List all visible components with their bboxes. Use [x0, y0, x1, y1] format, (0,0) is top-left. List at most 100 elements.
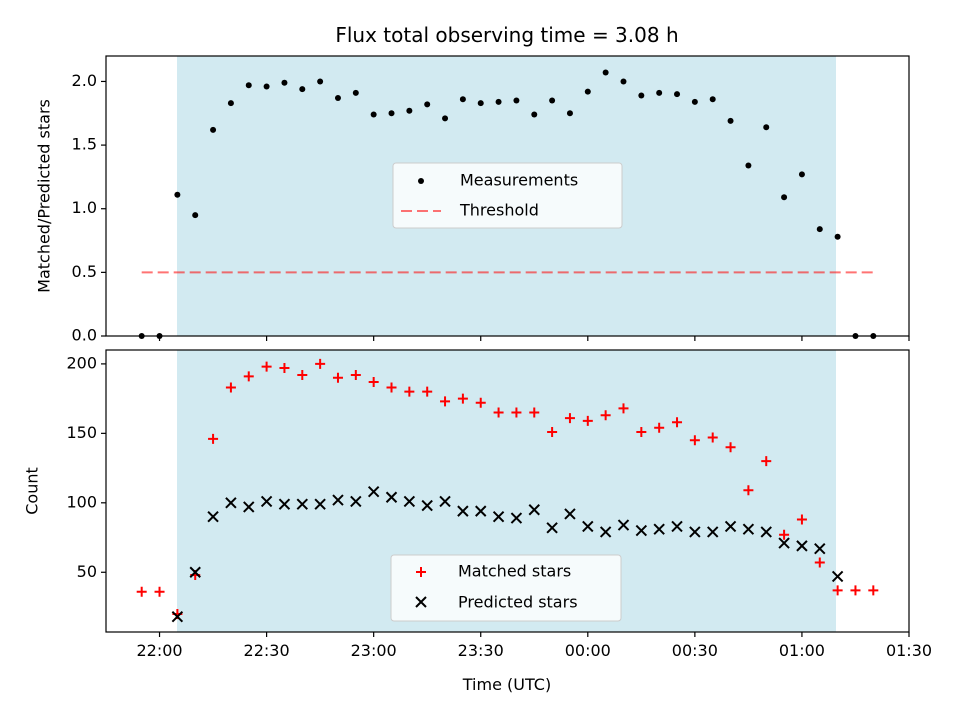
predicted-star-point: [332, 494, 344, 506]
matched-star-point: [225, 382, 236, 393]
legend-predicted-label: Predicted stars: [458, 593, 578, 612]
measurement-point: [370, 111, 377, 118]
measurement-point: [709, 96, 716, 103]
top-panel: 0.00.51.01.52.0 Matched/Predicted stars …: [35, 23, 910, 345]
matched-star-point: [440, 396, 451, 407]
measurement-point: [227, 100, 234, 107]
predicted-star-point: [742, 523, 755, 535]
predicted-star-point: [189, 566, 201, 578]
bottom-y-axis-label: Count: [23, 467, 42, 515]
bottom-legend: Matched stars Predicted stars: [390, 554, 622, 622]
measurement-point: [549, 97, 556, 104]
measurement-point: [317, 78, 324, 85]
predicted-star-point: [385, 491, 398, 503]
matched-star-point: [136, 586, 147, 597]
matched-star-point: [404, 386, 415, 397]
legend-predicted-marker: [415, 596, 427, 608]
measurement-point: [781, 194, 788, 201]
bottom-panel: 50 100 150 200 22:00 22:30 23:00 23:30 00:00 00:…: [23, 349, 932, 694]
matched-star-point: [814, 557, 825, 568]
matched-star-point: [779, 529, 790, 540]
predicted-star-point: [635, 524, 648, 537]
predicted-star-point: [707, 526, 719, 538]
predicted-star-point: [599, 526, 612, 538]
matched-star-point: [707, 432, 718, 443]
measurement-point: [727, 117, 734, 124]
matched-star-point: [350, 370, 361, 381]
x-tick-label: 23:30: [458, 641, 504, 660]
measurement-point: [584, 88, 591, 95]
top-y-tick-label: 0.0: [72, 326, 97, 345]
measurement-point: [388, 110, 395, 117]
top-y-tick-label: 0.5: [72, 262, 97, 281]
predicted-star-point: [582, 520, 594, 533]
measurement-point: [763, 124, 770, 131]
matched-star-point: [618, 403, 629, 414]
measurement-point: [192, 212, 199, 219]
measurement-point: [442, 115, 449, 122]
predicted-star-point: [225, 497, 237, 509]
predicted-star-point: [296, 498, 308, 510]
x-tick-label: 00:00: [565, 641, 611, 660]
legend-measurement-marker: [418, 178, 424, 184]
predicted-star-point: [778, 537, 790, 549]
matched-star-point: [636, 426, 647, 437]
x-tick-label: 23:00: [351, 641, 397, 660]
matched-star-point: [725, 442, 736, 453]
matched-star-point: [547, 426, 558, 437]
matched-star-point: [689, 435, 700, 446]
matched-star-point: [850, 585, 861, 596]
top-x-ticks: [158, 336, 910, 341]
matched-star-point: [672, 417, 683, 428]
x-tick-label: 22:00: [136, 641, 182, 660]
matched-star-point: [279, 363, 290, 374]
measurement-point: [281, 79, 288, 86]
matched-star-point: [475, 397, 486, 408]
bottom-y-ticks: 50 100 150 200: [66, 353, 106, 581]
top-y-ticks: 0.0 0.5 1.0 1.5 2.0: [72, 71, 106, 345]
matched-star-point: [493, 407, 504, 418]
top-y-tick-label: 2.0: [72, 71, 97, 90]
measurement-point: [263, 83, 270, 90]
predicted-star-point: [617, 519, 630, 531]
top-legend-box: [392, 162, 623, 229]
measurement-point: [620, 78, 627, 85]
matched-star-point: [332, 372, 343, 383]
measurement-point: [602, 69, 609, 76]
predicted-star-point: [475, 505, 487, 517]
predicted-star-point: [528, 504, 540, 516]
matched-star-point: [243, 371, 254, 382]
predicted-stars-points: [171, 485, 844, 623]
top-y-axis-label: Matched/Predicted stars: [35, 99, 54, 293]
matched-star-point: [582, 415, 593, 426]
measurement-point: [566, 110, 573, 117]
predicted-star-point: [831, 570, 844, 583]
matched-star-point: [832, 585, 843, 596]
predicted-star-point: [171, 611, 184, 623]
top-y-tick-label: 1.5: [72, 135, 97, 154]
matched-star-point: [511, 407, 522, 418]
matched-star-point: [208, 433, 219, 444]
top-y-tick-label: 1.0: [72, 198, 97, 217]
predicted-star-point: [260, 495, 273, 508]
measurement-point: [245, 82, 252, 89]
legend-matched-label: Matched stars: [458, 562, 571, 581]
measurement-point: [334, 95, 341, 101]
matched-stars-points: [136, 358, 879, 619]
predicted-star-point: [278, 498, 291, 510]
bottom-x-ticks: 22:00 22:30 23:00 23:30 00:00 00:30 01:00 01:30: [136, 632, 932, 660]
x-axis-label: Time (UTC): [462, 675, 551, 694]
matched-star-point: [386, 382, 397, 393]
predicted-star-point: [653, 523, 665, 535]
matched-star-point: [761, 456, 772, 467]
predicted-star-point: [350, 495, 362, 508]
predicted-star-point: [814, 542, 826, 555]
measurement-point: [299, 86, 306, 93]
measurement-point: [513, 97, 520, 104]
legend-threshold-label: Threshold: [459, 201, 539, 220]
matched-star-point: [796, 514, 807, 525]
matched-star-point: [154, 586, 165, 597]
predicted-star-point: [724, 520, 737, 533]
measurement-point: [816, 226, 823, 233]
predicted-star-point: [403, 495, 416, 508]
